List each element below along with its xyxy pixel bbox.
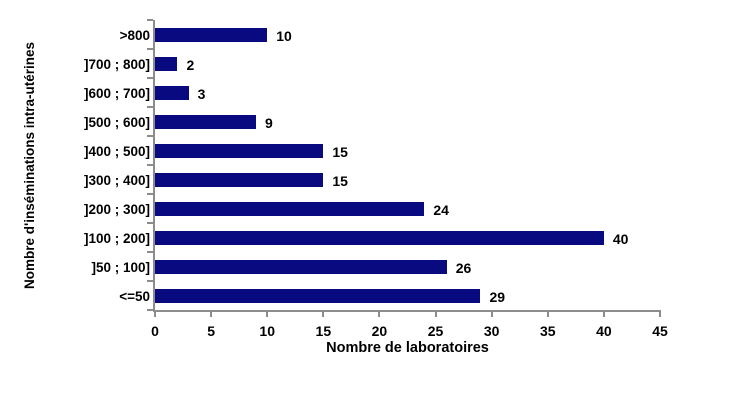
- category-label: ]700 ; 800]: [83, 56, 150, 72]
- value-label: 15: [332, 143, 348, 160]
- bar: [155, 259, 447, 274]
- y-axis-tick: [147, 251, 153, 253]
- x-axis-title: Nombre de laboratoires: [326, 340, 489, 356]
- x-axis-tick-label: 35: [539, 323, 556, 339]
- x-axis-tick-label: 45: [652, 323, 668, 339]
- value-label: 26: [455, 259, 472, 276]
- x-axis-tick-label: 10: [259, 323, 275, 339]
- plot-area: 10 >800 2 ]700 ; 800] 3 ]600 ; 700] 9 ]500 ; 60…: [84, 19, 668, 339]
- y-axis-tick: [147, 48, 153, 50]
- value-label: 10: [276, 27, 292, 44]
- y-axis-tick: [147, 77, 153, 79]
- value-label: 9: [265, 114, 273, 131]
- bar: [155, 288, 481, 303]
- value-label: 29: [489, 288, 506, 305]
- x-axis-tick: [490, 310, 493, 317]
- category-label: ]600 ; 700]: [83, 85, 150, 101]
- bar: [155, 85, 189, 100]
- category-label: ]200 ; 300]: [83, 201, 150, 217]
- x-axis-tick-label: 0: [151, 323, 159, 339]
- x-axis-line: [153, 310, 660, 312]
- x-axis-tick-label: 40: [596, 323, 612, 339]
- x-axis-tick: [210, 310, 213, 317]
- bar: [155, 230, 604, 245]
- x-axis-tick: [602, 310, 605, 317]
- bar: [155, 114, 256, 129]
- bar: [155, 56, 178, 71]
- y-axis-tick: [147, 106, 153, 108]
- category-label: ]100 ; 200]: [83, 230, 150, 246]
- value-label: 40: [612, 230, 629, 247]
- x-axis-tick-label: 5: [207, 323, 215, 339]
- y-axis-tick: [147, 135, 153, 137]
- x-axis-tick: [266, 310, 269, 317]
- y-axis-tick: [147, 280, 153, 282]
- category-label: <=50: [119, 288, 150, 304]
- x-axis-tick-label: 25: [427, 323, 444, 339]
- x-axis-tick: [659, 310, 661, 317]
- bar: [155, 201, 425, 216]
- value-label: 3: [197, 85, 206, 102]
- category-label: ]50 ; 100]: [91, 259, 150, 275]
- y-axis-line: [153, 20, 155, 312]
- value-label: 24: [433, 201, 449, 218]
- x-axis-tick-label: 30: [483, 323, 500, 339]
- y-axis-title: Nombre d'inséminations intra-utérines: [22, 41, 37, 289]
- x-axis-tick: [434, 310, 437, 317]
- category-label: ]300 ; 400]: [83, 172, 150, 188]
- y-axis-tick: [147, 309, 153, 311]
- category-label: ]400 ; 500]: [83, 143, 150, 159]
- category-label: >800: [119, 27, 150, 43]
- y-axis-tick: [147, 222, 153, 224]
- y-axis-tick: [147, 193, 153, 195]
- bar: [155, 172, 324, 187]
- x-axis-tick: [546, 310, 549, 317]
- bar: [155, 143, 324, 158]
- value-label: 15: [332, 172, 348, 189]
- y-axis-tick: [147, 164, 153, 166]
- x-axis-tick: [322, 310, 325, 317]
- x-axis-tick-label: 20: [371, 323, 388, 339]
- x-axis-tick-label: 15: [315, 323, 332, 339]
- y-axis-tick: [147, 19, 153, 21]
- category-label: ]500 ; 600]: [83, 114, 150, 130]
- bar: [155, 27, 268, 42]
- x-axis-tick: [378, 310, 381, 317]
- value-label: 2: [186, 56, 195, 73]
- x-axis-tick: [154, 310, 156, 317]
